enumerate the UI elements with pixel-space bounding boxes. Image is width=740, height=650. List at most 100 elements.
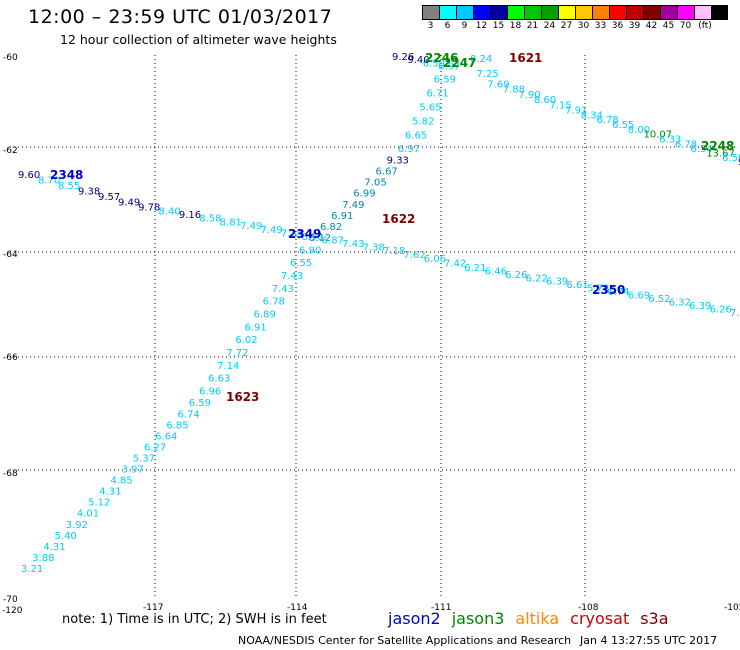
wave-height-value: 6.59 [722, 153, 740, 164]
wave-height-value: 4.31 [99, 487, 121, 498]
wave-height-value: 6.85 [166, 420, 188, 431]
legend-swatch [524, 5, 541, 20]
legend-swatch [558, 5, 575, 20]
lon-tick-label: -120 [2, 606, 23, 616]
wave-height-value: 5.40 [55, 531, 77, 542]
pass-label: 2247 [443, 56, 476, 70]
lon-tick-label: -111 [431, 603, 451, 613]
wave-height-value: 9.33 [387, 155, 409, 166]
wave-height-value: 6.54 [691, 144, 713, 155]
legend-tick-label: 45 [662, 21, 675, 31]
wave-height-value: 6.61 [566, 280, 588, 291]
legend-tick-label: (ft) [698, 21, 712, 31]
wave-height-value: 5.78 [587, 283, 609, 294]
wave-height-value: 9.57 [98, 192, 120, 203]
wave-height-value: 5.82 [412, 116, 434, 127]
pass-label: 2349 [288, 227, 321, 241]
legend-tick-label: 70 [679, 21, 692, 31]
wave-height-value: 7.49 [240, 221, 262, 232]
wave-height-value: 6.55 [290, 258, 312, 269]
lon-tick-label: -114 [287, 603, 308, 613]
wave-height-value: 6.78 [675, 139, 697, 150]
legend-labels: 3 6 9 12 15 18 21 24 27 30 33 36 39 42 45 70 (ft) [422, 21, 728, 31]
wave-height-value: 6.78 [596, 115, 618, 126]
wave-height-value: 9.49 [118, 197, 140, 208]
wave-height-value: 6.33 [659, 134, 681, 145]
wave-height-value: 6.67 [376, 166, 398, 177]
wave-height-value: 3.97 [122, 465, 144, 476]
wave-height-value: 7.22 [730, 308, 740, 319]
legend-swatches [422, 5, 728, 20]
wave-height-value: 3.21 [21, 564, 43, 575]
legend-swatch [660, 5, 677, 20]
satellite-legend-item: jason2 [388, 609, 441, 628]
legend-swatch [711, 5, 728, 20]
wave-height-value: 7.69 [487, 79, 509, 90]
lon-tick-label: -105 [724, 603, 740, 613]
wave-height-value: 7.15 [549, 100, 571, 111]
wave-height-value: 7.38 [363, 242, 385, 253]
satellite-legend: jason2 jason3 altika cryosat s3a [388, 609, 680, 628]
wave-height-value: 6.21 [464, 263, 486, 274]
generated-timestamp: Jan 4 13:27:55 UTC 2017 [580, 634, 718, 647]
wave-height-value: 7.90 [518, 90, 540, 101]
wave-height-value: 6.90 [301, 232, 323, 243]
map-title: 12:00 – 23:59 UTC 01/03/2017 [28, 6, 333, 28]
wave-height-value: 3.88 [32, 553, 54, 564]
wave-height-value: 7.43 [281, 271, 303, 282]
wave-height-value: 6.87 [322, 236, 344, 247]
wave-height-value: 6.91 [244, 322, 266, 333]
pass-label: 2248 [701, 139, 734, 153]
lat-lon-grid [10, 55, 735, 598]
wave-height-value: 13.67 [706, 149, 735, 160]
wave-height-value: 9.16 [179, 210, 201, 221]
wave-height-value: 6.52 [648, 294, 670, 305]
wave-height-value: 4.85 [110, 476, 132, 487]
satellite-legend-item: altika [515, 609, 560, 628]
lon-tick-label: -117 [143, 603, 163, 613]
pass-label: 1622 [382, 212, 415, 226]
lat-tick-label: -68 [3, 469, 18, 479]
legend-swatch [609, 5, 626, 20]
wave-height-value: 4.31 [43, 542, 65, 553]
wave-height-value: 6.59 [189, 398, 211, 409]
wave-height-value: 6.06 [424, 254, 446, 265]
pass-label: 1623 [226, 390, 259, 404]
wave-height-value: 6.91 [331, 211, 353, 222]
wave-height-value: 6.26 [710, 304, 732, 315]
legend-swatch [643, 5, 660, 20]
legend-tick-label: 27 [560, 21, 573, 31]
legend-swatch [422, 5, 439, 20]
pass-label: 1621 [509, 51, 542, 65]
wave-height-value: 5.65 [419, 102, 441, 113]
wave-height-labels: 3.213.884.315.403.924.015.124.314.853.97… [18, 52, 740, 575]
wave-height-value: 9.37 [738, 157, 740, 168]
wave-height-value: 6.82 [320, 222, 342, 233]
wave-height-value: 6.97 [398, 144, 420, 155]
wave-height-value: 8.34 [581, 110, 603, 121]
wave-height-value: 7.42 [444, 258, 466, 269]
wave-height-value: 7.72 [226, 348, 248, 359]
legend-tick-label: 30 [577, 21, 590, 31]
legend-tick-label: 15 [492, 21, 505, 31]
longitude-axis: -120 -117 -114 -111 -108 -105 [2, 603, 740, 616]
wave-height-value: 6.74 [178, 409, 200, 420]
wave-height-value: 8.00 [628, 125, 650, 136]
wave-height-value: 6.02 [235, 335, 257, 346]
wave-height-value: 6.78 [263, 297, 285, 308]
legend-swatch [456, 5, 473, 20]
legend-swatch [439, 5, 456, 20]
wave-height-value: 7.49 [342, 200, 364, 211]
wave-height-value: 6.22 [526, 273, 548, 284]
legend-tick-label: 42 [645, 21, 658, 31]
wave-height-value: 8.70 [38, 175, 60, 186]
wave-height-value: 7.18 [383, 246, 405, 257]
wave-height-value: 6.96 [199, 386, 221, 397]
legend-swatch [507, 5, 524, 20]
legend-swatch [626, 5, 643, 20]
legend-tick-label: 36 [611, 21, 624, 31]
legend-swatch [541, 5, 558, 20]
wave-height-value: 6.50 [423, 58, 445, 69]
wave-height-value: 9.60 [18, 170, 40, 181]
